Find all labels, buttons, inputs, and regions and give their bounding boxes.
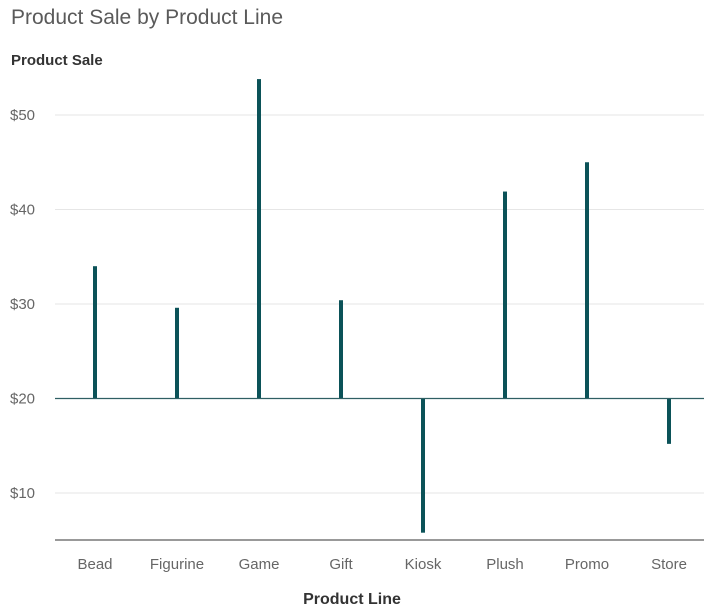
x-tick-label: Bead: [77, 556, 112, 573]
x-tick-labels: Bead Figurine Game Gift Kiosk Plush Promo Store: [77, 556, 686, 573]
bar-store: [667, 398, 671, 444]
y-tick-labels: $10 $20 $30 $40 $50: [10, 107, 35, 502]
bar-bead: [93, 266, 97, 399]
bar-figurine: [175, 307, 179, 399]
y-tick-label: $10: [10, 485, 35, 502]
x-tick-label: Kiosk: [405, 556, 442, 573]
y-tick-label: $40: [10, 202, 35, 219]
bars: [93, 79, 671, 533]
bar-kiosk: [421, 398, 425, 533]
grid-lines: [55, 114, 704, 494]
bar-promo: [585, 162, 589, 399]
y-tick-label: $20: [10, 391, 35, 408]
bar-gift: [339, 300, 343, 399]
axes: [55, 397, 704, 541]
bar-plush: [503, 191, 507, 399]
x-tick-label: Game: [239, 556, 280, 573]
y-axis-label: Product Sale: [11, 52, 103, 69]
x-tick-label: Plush: [486, 556, 524, 573]
chart-title: Product Sale by Product Line: [11, 6, 283, 29]
x-tick-label: Store: [651, 556, 687, 573]
bar-game: [257, 79, 261, 399]
y-tick-label: $50: [10, 107, 35, 124]
x-tick-label: Promo: [565, 556, 609, 573]
x-tick-label: Figurine: [150, 556, 204, 573]
y-tick-label: $30: [10, 296, 35, 313]
x-axis-label: Product Line: [303, 591, 401, 608]
x-tick-label: Gift: [329, 556, 353, 573]
